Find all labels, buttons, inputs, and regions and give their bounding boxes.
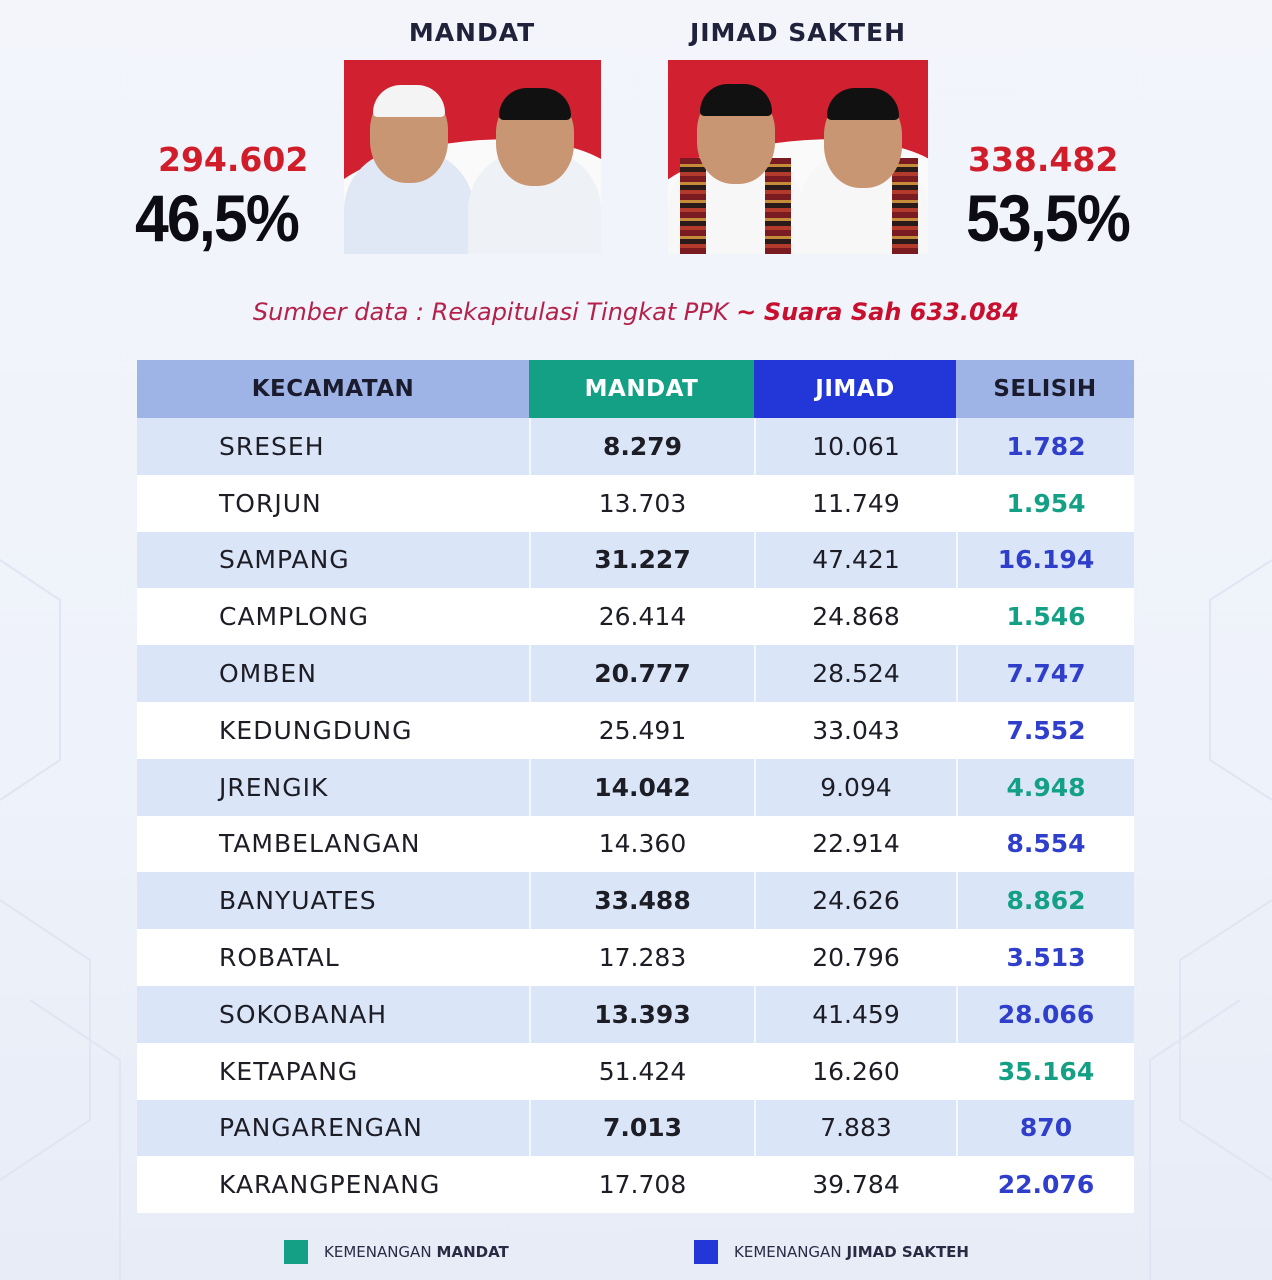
cell-kecamatan: KARANGPENANG <box>219 1170 441 1200</box>
cell-kecamatan: ROBATAL <box>219 943 340 973</box>
table-row: SAMPANG 31.227 47.421 16.194 <box>137 531 1134 589</box>
cell-selisih: 35.164 <box>956 1042 1134 1100</box>
cell-selisih: 1.782 <box>956 418 1134 475</box>
table-row: ROBATAL 17.283 20.796 3.513 <box>137 929 1134 986</box>
cell-mandat: 51.424 <box>529 1042 754 1100</box>
cell-mandat: 33.488 <box>529 872 754 930</box>
cell-kecamatan: SRESEH <box>219 431 325 461</box>
cell-mandat: 17.708 <box>529 1156 754 1214</box>
cell-selisih: 8.554 <box>956 815 1134 873</box>
header-jimad: JIMAD <box>754 360 956 418</box>
legend-mandat-name: MANDAT <box>436 1243 509 1261</box>
candidate-name-jimad: JIMAD SAKTEH <box>689 18 907 47</box>
cell-jimad: 20.796 <box>754 929 956 986</box>
cell-mandat: 17.283 <box>529 929 754 986</box>
table-body: SRESEH 8.279 10.061 1.782 TORJUN 13.703 11.749… <box>137 418 1134 1214</box>
legend-jimad-prefix: KEMENANGAN <box>734 1243 842 1261</box>
cell-jimad: 41.459 <box>754 985 956 1043</box>
cell-kecamatan: TORJUN <box>219 488 322 518</box>
candidate-name-mandat: MANDAT <box>408 18 536 47</box>
legend-swatch-jimad <box>694 1240 718 1264</box>
table-row: JRENGIK 14.042 9.094 4.948 <box>137 758 1134 816</box>
cell-mandat: 13.703 <box>529 474 754 532</box>
cell-jimad: 10.061 <box>754 418 956 475</box>
cell-selisih: 1.546 <box>956 588 1134 646</box>
cell-kecamatan: BANYUATES <box>219 886 377 916</box>
header-selisih: SELISIH <box>956 360 1134 418</box>
cell-selisih: 870 <box>956 1099 1134 1157</box>
data-source: Sumber data : Rekapitulasi Tingkat PPK ~… <box>0 298 1272 326</box>
cell-kecamatan: PANGARENGAN <box>219 1113 423 1143</box>
cell-mandat: 14.042 <box>529 758 754 816</box>
table-header: KECAMATAN MANDAT JIMAD SELISIH <box>137 360 1134 418</box>
cell-jimad: 7.883 <box>754 1099 956 1157</box>
cell-selisih: 7.747 <box>956 645 1134 702</box>
cell-selisih: 3.513 <box>956 929 1134 986</box>
table-row: CAMPLONG 26.414 24.868 1.546 <box>137 588 1134 646</box>
cell-jimad: 47.421 <box>754 531 956 589</box>
cell-selisih: 7.552 <box>956 701 1134 759</box>
candidate-photo-jimad <box>668 60 928 254</box>
cell-selisih: 8.862 <box>956 872 1134 930</box>
cell-jimad: 24.868 <box>754 588 956 646</box>
cell-mandat: 7.013 <box>529 1099 754 1157</box>
header-kecamatan: KECAMATAN <box>137 360 529 418</box>
source-separator: ~ <box>736 298 757 326</box>
table-row: OMBEN 20.777 28.524 7.747 <box>137 645 1134 702</box>
table-row: KARANGPENANG 17.708 39.784 22.076 <box>137 1156 1134 1214</box>
cell-mandat: 14.360 <box>529 815 754 873</box>
table-row: TAMBELANGAN 14.360 22.914 8.554 <box>137 815 1134 873</box>
table-row: TORJUN 13.703 11.749 1.954 <box>137 474 1134 532</box>
cell-selisih: 1.954 <box>956 474 1134 532</box>
cell-selisih: 16.194 <box>956 531 1134 589</box>
cell-mandat: 13.393 <box>529 985 754 1043</box>
cell-kecamatan: SAMPANG <box>219 545 350 575</box>
source-text: Sumber data : Rekapitulasi Tingkat PPK <box>252 298 729 326</box>
valid-votes: Suara Sah 633.084 <box>763 298 1020 326</box>
cell-mandat: 25.491 <box>529 701 754 759</box>
cell-jimad: 9.094 <box>754 758 956 816</box>
votes-mandat: 294.602 <box>158 140 309 179</box>
cell-selisih: 4.948 <box>956 758 1134 816</box>
cell-jimad: 16.260 <box>754 1042 956 1100</box>
cell-jimad: 28.524 <box>754 645 956 702</box>
cell-jimad: 33.043 <box>754 701 956 759</box>
table-row: SRESEH 8.279 10.061 1.782 <box>137 418 1134 475</box>
legend-jimad-name: JIMAD SAKTEH <box>846 1243 969 1261</box>
table-row: PANGARENGAN 7.013 7.883 870 <box>137 1099 1134 1157</box>
cell-jimad: 39.784 <box>754 1156 956 1214</box>
cell-mandat: 26.414 <box>529 588 754 646</box>
table-row: KEDUNGDUNG 25.491 33.043 7.552 <box>137 701 1134 759</box>
cell-kecamatan: KEDUNGDUNG <box>219 715 413 745</box>
cell-selisih: 28.066 <box>956 985 1134 1043</box>
cell-jimad: 24.626 <box>754 872 956 930</box>
cell-mandat: 20.777 <box>529 645 754 702</box>
votes-jimad: 338.482 <box>968 140 1119 179</box>
percent-mandat: 46,5% <box>135 181 300 255</box>
results-table: KECAMATAN MANDAT JIMAD SELISIH SRESEH 8.2… <box>137 360 1134 1214</box>
candidate-photo-mandat <box>344 60 601 254</box>
cell-mandat: 31.227 <box>529 531 754 589</box>
cell-kecamatan: TAMBELANGAN <box>219 829 421 859</box>
legend-mandat: KEMENANGAN MANDAT <box>284 1240 509 1264</box>
cell-jimad: 22.914 <box>754 815 956 873</box>
table-row: SOKOBANAH 13.393 41.459 28.066 <box>137 985 1134 1043</box>
legend-swatch-mandat <box>284 1240 308 1264</box>
cell-kecamatan: KETAPANG <box>219 1056 359 1086</box>
table-row: KETAPANG 51.424 16.260 35.164 <box>137 1042 1134 1100</box>
cell-kecamatan: SOKOBANAH <box>219 999 388 1029</box>
legend-jimad: KEMENANGAN JIMAD SAKTEH <box>694 1240 969 1264</box>
cell-jimad: 11.749 <box>754 474 956 532</box>
legend-mandat-prefix: KEMENANGAN <box>324 1243 432 1261</box>
percent-jimad: 53,5% <box>966 181 1131 255</box>
cell-mandat: 8.279 <box>529 418 754 475</box>
header-mandat: MANDAT <box>529 360 754 418</box>
cell-kecamatan: JRENGIK <box>219 772 329 802</box>
cell-kecamatan: CAMPLONG <box>219 602 369 632</box>
table-row: BANYUATES 33.488 24.626 8.862 <box>137 872 1134 930</box>
cell-kecamatan: OMBEN <box>219 659 317 689</box>
cell-selisih: 22.076 <box>956 1156 1134 1214</box>
